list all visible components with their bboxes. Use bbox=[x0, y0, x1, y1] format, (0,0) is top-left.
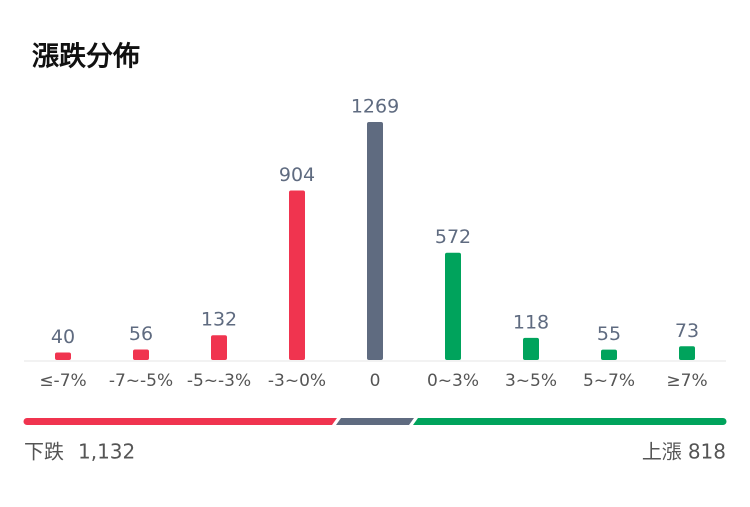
summary-cap bbox=[719, 418, 727, 425]
summary-segment bbox=[336, 418, 414, 425]
value-label: 904 bbox=[279, 164, 315, 186]
x-tick-label: 3~5% bbox=[505, 371, 557, 391]
down-label: 下跌 bbox=[24, 440, 64, 464]
summary-segment bbox=[27, 418, 337, 425]
x-tick-label: ≥7% bbox=[666, 371, 707, 391]
value-label: 1269 bbox=[351, 96, 399, 118]
value-label: 56 bbox=[129, 323, 153, 345]
bar bbox=[211, 335, 227, 360]
summary-segment bbox=[413, 418, 723, 425]
x-tick-label: 0 bbox=[370, 371, 381, 391]
bar bbox=[367, 122, 383, 360]
x-tick-label: -5~-3% bbox=[187, 371, 251, 391]
x-tick-label: -3~0% bbox=[268, 371, 326, 391]
value-label: 40 bbox=[51, 326, 75, 348]
value-label: 118 bbox=[513, 311, 549, 333]
value-label: 572 bbox=[435, 226, 471, 248]
up-count: 818 bbox=[688, 440, 726, 464]
x-tick-label: 0~3% bbox=[427, 371, 479, 391]
value-label: 132 bbox=[201, 309, 237, 331]
x-tick-label: ≤-7% bbox=[39, 371, 86, 391]
bar bbox=[289, 190, 305, 360]
value-label: 55 bbox=[597, 323, 621, 345]
x-tick-label: -7~-5% bbox=[109, 371, 173, 391]
bar bbox=[55, 352, 71, 360]
bar bbox=[601, 349, 617, 360]
down-count: 1,132 bbox=[78, 440, 135, 464]
bar bbox=[679, 346, 695, 360]
summary-cap bbox=[23, 418, 31, 425]
x-tick-label: 5~7% bbox=[583, 371, 635, 391]
bar bbox=[523, 337, 539, 360]
bar bbox=[445, 252, 461, 360]
up-label: 上漲 bbox=[642, 440, 682, 464]
value-label: 73 bbox=[675, 320, 699, 342]
chart-title: 漲跌分佈 bbox=[32, 41, 140, 73]
bar bbox=[133, 349, 149, 360]
